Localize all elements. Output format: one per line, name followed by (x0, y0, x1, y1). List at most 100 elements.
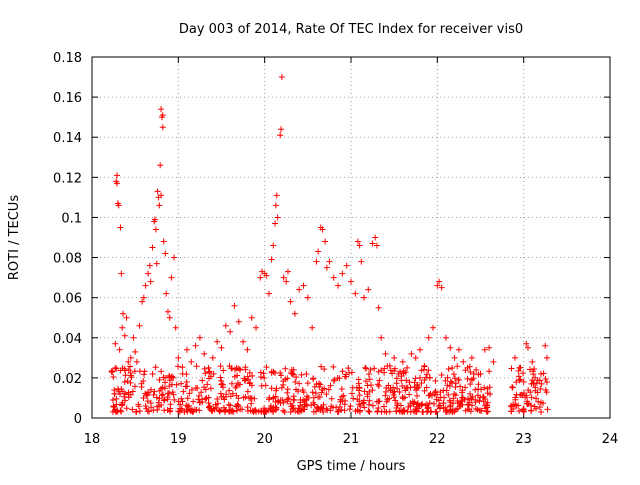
y-tick-label: 0.12 (53, 171, 82, 186)
data-point (131, 383, 138, 390)
data-point (366, 376, 373, 383)
data-point (229, 407, 236, 414)
data-point (315, 394, 322, 401)
data-point (513, 379, 520, 386)
data-point (202, 370, 209, 377)
data-point (164, 406, 171, 413)
data-point (509, 384, 516, 391)
data-point (235, 379, 242, 386)
data-point (399, 358, 406, 365)
data-point (460, 358, 467, 365)
data-point (166, 314, 173, 321)
data-point (296, 286, 303, 293)
data-point (179, 364, 186, 371)
points-layer (108, 74, 551, 415)
data-point (157, 162, 164, 169)
data-point (515, 367, 522, 374)
data-point (280, 274, 287, 281)
data-point (346, 406, 353, 413)
data-point (158, 106, 165, 113)
data-point (414, 392, 421, 399)
data-point (290, 393, 297, 400)
data-point (113, 395, 120, 402)
data-point (464, 401, 471, 408)
data-point (136, 322, 143, 329)
data-point (412, 375, 419, 382)
data-point (147, 278, 154, 285)
data-point (408, 350, 415, 357)
data-point (248, 314, 255, 321)
data-point (433, 391, 440, 398)
data-point (462, 384, 469, 391)
data-point (451, 390, 458, 397)
data-point (154, 188, 161, 195)
data-point (542, 342, 549, 349)
data-point (478, 386, 485, 393)
data-point (345, 365, 352, 372)
data-point (217, 374, 224, 381)
data-point (284, 268, 291, 275)
data-point (391, 388, 398, 395)
data-point (270, 242, 277, 249)
data-point (457, 399, 464, 406)
data-point (297, 407, 304, 414)
data-point (512, 394, 519, 401)
data-point (516, 377, 523, 384)
data-point (530, 371, 537, 378)
x-tick-label: 22 (429, 432, 446, 447)
data-point (328, 395, 335, 402)
data-point (109, 396, 116, 403)
data-point (297, 399, 304, 406)
data-point (175, 354, 182, 361)
data-point (242, 364, 249, 371)
data-point (153, 260, 160, 267)
data-point (394, 385, 401, 392)
data-point (340, 392, 347, 399)
data-point (285, 395, 292, 402)
data-point (151, 388, 158, 395)
data-point (209, 354, 216, 361)
data-point (480, 398, 487, 405)
data-point (284, 396, 291, 403)
data-point (201, 365, 208, 372)
data-point (516, 364, 523, 371)
data-point (180, 388, 187, 395)
data-point (300, 396, 307, 403)
data-point (218, 344, 225, 351)
data-point (206, 369, 213, 376)
data-point (172, 324, 179, 331)
data-point (300, 389, 307, 396)
data-point (193, 363, 200, 370)
data-point (128, 374, 135, 381)
data-point (201, 350, 208, 357)
data-point (280, 399, 287, 406)
data-point (373, 242, 380, 249)
data-point (526, 366, 533, 373)
data-point (508, 402, 515, 409)
data-point (121, 393, 128, 400)
data-point (540, 370, 547, 377)
data-point (144, 398, 151, 405)
data-point (295, 388, 302, 395)
x-tick-label: 21 (343, 432, 360, 447)
data-point (467, 390, 474, 397)
data-point (205, 394, 212, 401)
data-point (125, 394, 132, 401)
data-point (333, 404, 340, 411)
data-point (520, 370, 527, 377)
data-point (118, 408, 125, 415)
data-point (412, 406, 419, 413)
data-point (158, 192, 165, 199)
data-point (119, 324, 126, 331)
data-point (123, 314, 130, 321)
data-point (217, 390, 224, 397)
data-point (230, 408, 237, 415)
data-point (326, 258, 333, 265)
data-point (335, 282, 342, 289)
data-point (174, 363, 181, 370)
data-point (160, 397, 167, 404)
data-point (524, 400, 531, 407)
data-point (528, 394, 535, 401)
data-point (240, 338, 247, 345)
